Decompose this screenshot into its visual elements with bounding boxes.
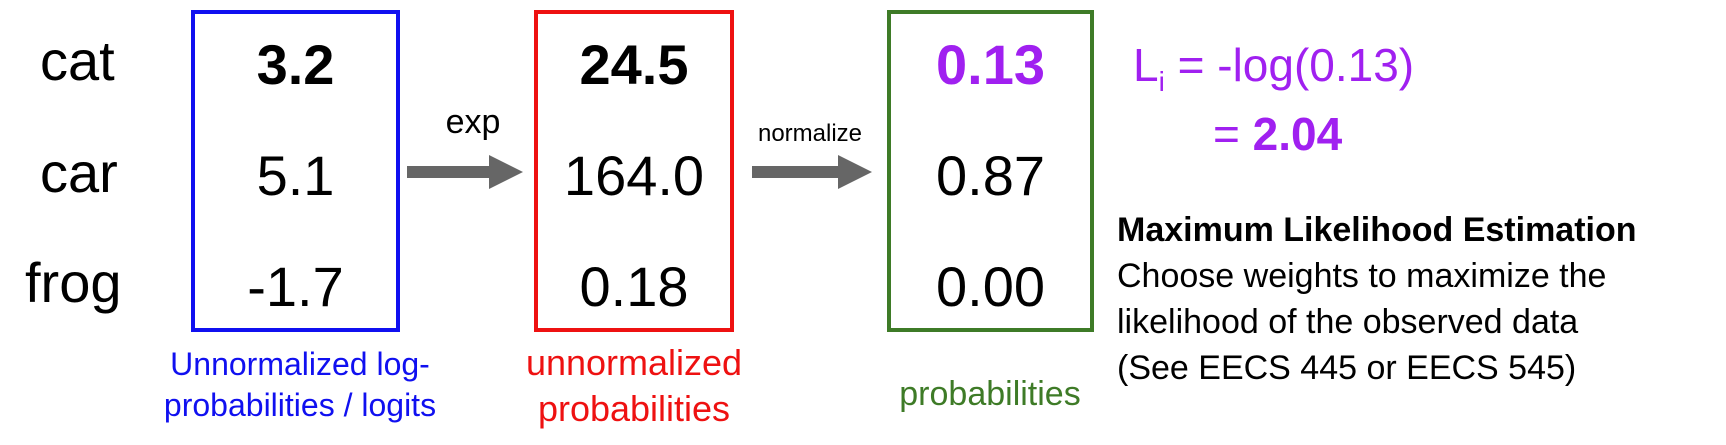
- probability-cat-value: 0.13: [936, 33, 1045, 96]
- loss-result-line: = 2.04: [1213, 111, 1342, 157]
- probability-frog-value: 0.00: [936, 255, 1045, 318]
- class-label-frog: frog: [25, 251, 122, 314]
- mle-title: Maximum Likelihood Estimation: [1117, 211, 1637, 249]
- mle-line1: Choose weights to maximize the: [1117, 256, 1607, 295]
- exp-arrow: [407, 155, 523, 189]
- loss-symbol: L: [1133, 39, 1159, 91]
- loss-result: 2.04: [1252, 108, 1343, 160]
- probabilities-caption: probabilities: [899, 375, 1081, 413]
- logit-cat-value: 3.2: [256, 33, 335, 96]
- unnormalized-frog-value: 0.18: [579, 255, 689, 318]
- unnormalized-cat-value: 24.5: [579, 33, 689, 96]
- unnormalized-caption: unnormalized probabilities: [494, 340, 774, 432]
- mle-line2: likelihood of the observed data: [1117, 302, 1579, 341]
- probabilities-box: 0.13 0.87 0.00: [887, 10, 1094, 332]
- mle-line3: (See EECS 445 or EECS 545): [1117, 348, 1577, 387]
- logits-caption: Unnormalized log- probabilities / logits: [130, 344, 470, 426]
- normalize-arrow: [752, 155, 872, 189]
- loss-formula: Li = -log(0.13): [1133, 42, 1414, 96]
- class-label-car: car: [40, 141, 118, 204]
- unnormalized-box: 24.5 164.0 0.18: [534, 10, 734, 332]
- loss-expression: = -log(0.13): [1164, 39, 1415, 91]
- logit-car-value: 5.1: [256, 144, 335, 207]
- loss-subscript: i: [1158, 66, 1165, 98]
- logits-caption-line1: Unnormalized log-: [170, 346, 430, 382]
- normalize-arrow-label: normalize: [757, 120, 863, 147]
- unnormalized-caption-line1: unnormalized: [525, 342, 743, 383]
- mle-text: Maximum Likelihood Estimation Choose wei…: [1117, 208, 1637, 392]
- class-label-cat: cat: [40, 29, 115, 92]
- logits-box: 3.2 5.1 -1.7: [191, 10, 400, 332]
- logits-caption-line2: probabilities / logits: [163, 386, 437, 423]
- exp-arrow-label: exp: [445, 103, 501, 141]
- loss-equals: =: [1213, 108, 1253, 160]
- unnormalized-caption-line2: probabilities: [537, 388, 731, 430]
- unnormalized-car-value: 164.0: [563, 144, 705, 207]
- probability-car-value: 0.87: [936, 144, 1045, 207]
- logit-frog-value: -1.7: [247, 255, 344, 318]
